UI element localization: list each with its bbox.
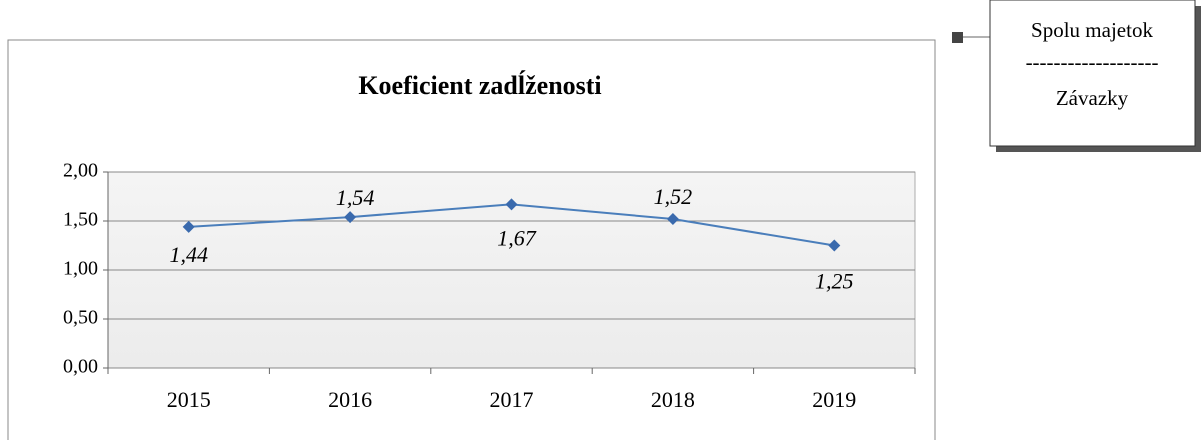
y-tick-label: 2,00	[63, 160, 98, 182]
callout-anchor	[952, 32, 963, 43]
x-tick-label: 2018	[651, 387, 695, 412]
data-label: 1,67	[497, 225, 537, 250]
data-label: 1,25	[815, 269, 854, 294]
callout-denominator: Závazky	[1056, 86, 1129, 110]
data-point	[666, 213, 679, 226]
x-tick-label: 2015	[167, 387, 211, 412]
data-label: 1,54	[336, 185, 375, 210]
data-point	[182, 220, 195, 233]
x-tick-label: 2017	[490, 387, 534, 412]
x-tick-label: 2016	[328, 387, 372, 412]
x-tick-label: 2019	[812, 387, 856, 412]
y-tick-label: 1,50	[63, 209, 98, 231]
data-point	[344, 211, 357, 224]
data-point	[505, 198, 518, 211]
chart-title: Koeficient zadĺženosti	[358, 71, 601, 100]
data-label: 1,44	[169, 242, 208, 267]
callout-numerator: Spolu majetok	[1031, 18, 1153, 42]
y-tick-label: 0,00	[63, 356, 98, 378]
callout-divider: -------------------	[1026, 50, 1159, 74]
callout-box	[989, 0, 1196, 147]
data-point	[828, 239, 841, 252]
y-tick-label: 0,50	[63, 307, 98, 329]
data-label: 1,52	[654, 184, 693, 209]
y-tick-label: 1,00	[63, 258, 98, 280]
